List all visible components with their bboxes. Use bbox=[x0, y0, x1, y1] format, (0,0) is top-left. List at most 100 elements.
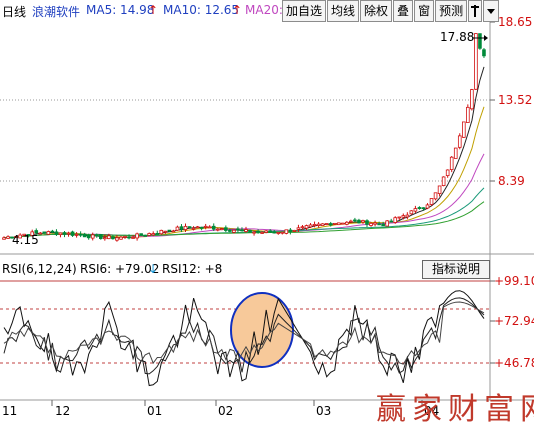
candle-body bbox=[187, 226, 192, 229]
candle-body bbox=[207, 226, 212, 229]
candle-body bbox=[349, 220, 353, 223]
candle-body bbox=[316, 223, 321, 226]
candle-body bbox=[336, 222, 341, 226]
rsi-title: RSI(6,12,24) bbox=[2, 262, 77, 276]
stock-name: 浪潮软件 bbox=[32, 5, 81, 19]
price-axis-low: 8.39 bbox=[498, 174, 525, 188]
candle-body bbox=[232, 229, 236, 233]
add-self-select-button[interactable]: 加自选 bbox=[282, 0, 327, 22]
chevron-down-icon[interactable] bbox=[483, 0, 500, 22]
candle-body bbox=[26, 234, 30, 236]
candle-body bbox=[365, 220, 369, 225]
window-button[interactable]: 窗 bbox=[414, 0, 435, 22]
x-label-01: 01 bbox=[147, 404, 163, 418]
ma20-line bbox=[3, 153, 485, 239]
candle-body bbox=[324, 223, 329, 225]
candle-body bbox=[272, 231, 277, 234]
peak-annotation: 17.88 bbox=[440, 30, 475, 44]
overlay-button[interactable]: 叠 bbox=[393, 0, 414, 22]
candle-body bbox=[413, 208, 418, 212]
candle-body bbox=[240, 229, 244, 232]
candle-body bbox=[457, 135, 462, 148]
candle-body bbox=[155, 232, 160, 235]
candle-body bbox=[461, 121, 466, 138]
min-annotation: 4.15 bbox=[12, 233, 39, 247]
candle-body bbox=[123, 236, 127, 238]
candle-body bbox=[425, 204, 430, 209]
y-ticks bbox=[490, 21, 495, 364]
ma10-up-arrow: ↑ bbox=[232, 3, 243, 17]
candle-body bbox=[219, 228, 224, 231]
rsi12-line bbox=[3, 297, 485, 375]
rsi-axis-low: +46.78 bbox=[494, 356, 534, 370]
candle-body bbox=[131, 237, 135, 239]
candle-body bbox=[103, 237, 107, 240]
candle-body bbox=[482, 49, 486, 57]
candle-body bbox=[445, 169, 450, 177]
candle-body bbox=[78, 233, 83, 236]
candle-body bbox=[74, 234, 79, 236]
ma20-label: MA20: bbox=[245, 3, 283, 17]
ma5-label: MA5: 14.98 bbox=[86, 3, 155, 17]
candle-body bbox=[54, 231, 59, 235]
rsi6-line bbox=[3, 290, 485, 387]
watermark: 赢家财富网 bbox=[376, 392, 534, 427]
candle-body bbox=[470, 89, 474, 110]
candle-body bbox=[296, 227, 301, 230]
candle-body bbox=[264, 230, 268, 233]
candle-body bbox=[111, 236, 115, 240]
ma10-line bbox=[3, 106, 485, 239]
x-ticks bbox=[51, 400, 423, 406]
period-label[interactable]: 日线 bbox=[2, 5, 27, 19]
candle-body bbox=[211, 225, 216, 230]
candle-body bbox=[139, 233, 143, 236]
candle-body bbox=[82, 233, 87, 238]
candle-body bbox=[135, 233, 139, 239]
candle-body bbox=[224, 227, 228, 231]
candle-body bbox=[199, 226, 204, 229]
x-label-03: 03 bbox=[316, 404, 332, 418]
x-label-02: 02 bbox=[218, 404, 234, 418]
rsi24-line bbox=[3, 301, 485, 365]
candle-body bbox=[389, 220, 393, 223]
candle-body bbox=[361, 220, 365, 223]
candle-body bbox=[119, 236, 123, 240]
candle-body bbox=[127, 236, 131, 239]
ma-line-button[interactable]: 均线 bbox=[327, 0, 360, 22]
toolbar: 加自选 均线 除权 叠 窗 预测 bbox=[282, 0, 500, 22]
candle-body bbox=[401, 215, 406, 218]
candle-body bbox=[474, 33, 478, 90]
candle-body bbox=[30, 231, 35, 236]
candle-body bbox=[280, 231, 285, 234]
ex-rights-button[interactable]: 除权 bbox=[360, 0, 393, 22]
candle-body bbox=[417, 207, 422, 209]
candle-body bbox=[357, 219, 361, 224]
candlesticks bbox=[2, 33, 486, 242]
candle-body bbox=[441, 176, 446, 186]
candle-body bbox=[284, 229, 289, 234]
candle-body bbox=[429, 198, 434, 205]
candle-body bbox=[18, 234, 22, 239]
candle-body bbox=[478, 33, 482, 49]
candle-body bbox=[34, 230, 39, 234]
candle-body bbox=[256, 230, 260, 233]
candle-body bbox=[42, 231, 47, 234]
candle-body bbox=[308, 224, 313, 228]
candle-body bbox=[147, 233, 152, 236]
candle-body bbox=[171, 230, 176, 233]
candle-body bbox=[151, 233, 156, 236]
indicator-explain-button[interactable]: 指标说明 bbox=[422, 260, 490, 279]
candle-body bbox=[66, 232, 71, 235]
candle-body bbox=[183, 225, 188, 230]
candle-body bbox=[304, 225, 309, 229]
candle-body bbox=[94, 234, 99, 237]
candle-body bbox=[191, 227, 196, 230]
candle-body bbox=[340, 222, 345, 225]
ma5-up-arrow: ↑ bbox=[148, 3, 159, 17]
pin-icon[interactable] bbox=[468, 0, 483, 22]
candle-body bbox=[236, 228, 240, 231]
rsi6-down-arrow: ↓ bbox=[148, 262, 159, 276]
forecast-button[interactable]: 预测 bbox=[435, 0, 468, 22]
price-axis-high: 18.65 bbox=[498, 15, 533, 29]
